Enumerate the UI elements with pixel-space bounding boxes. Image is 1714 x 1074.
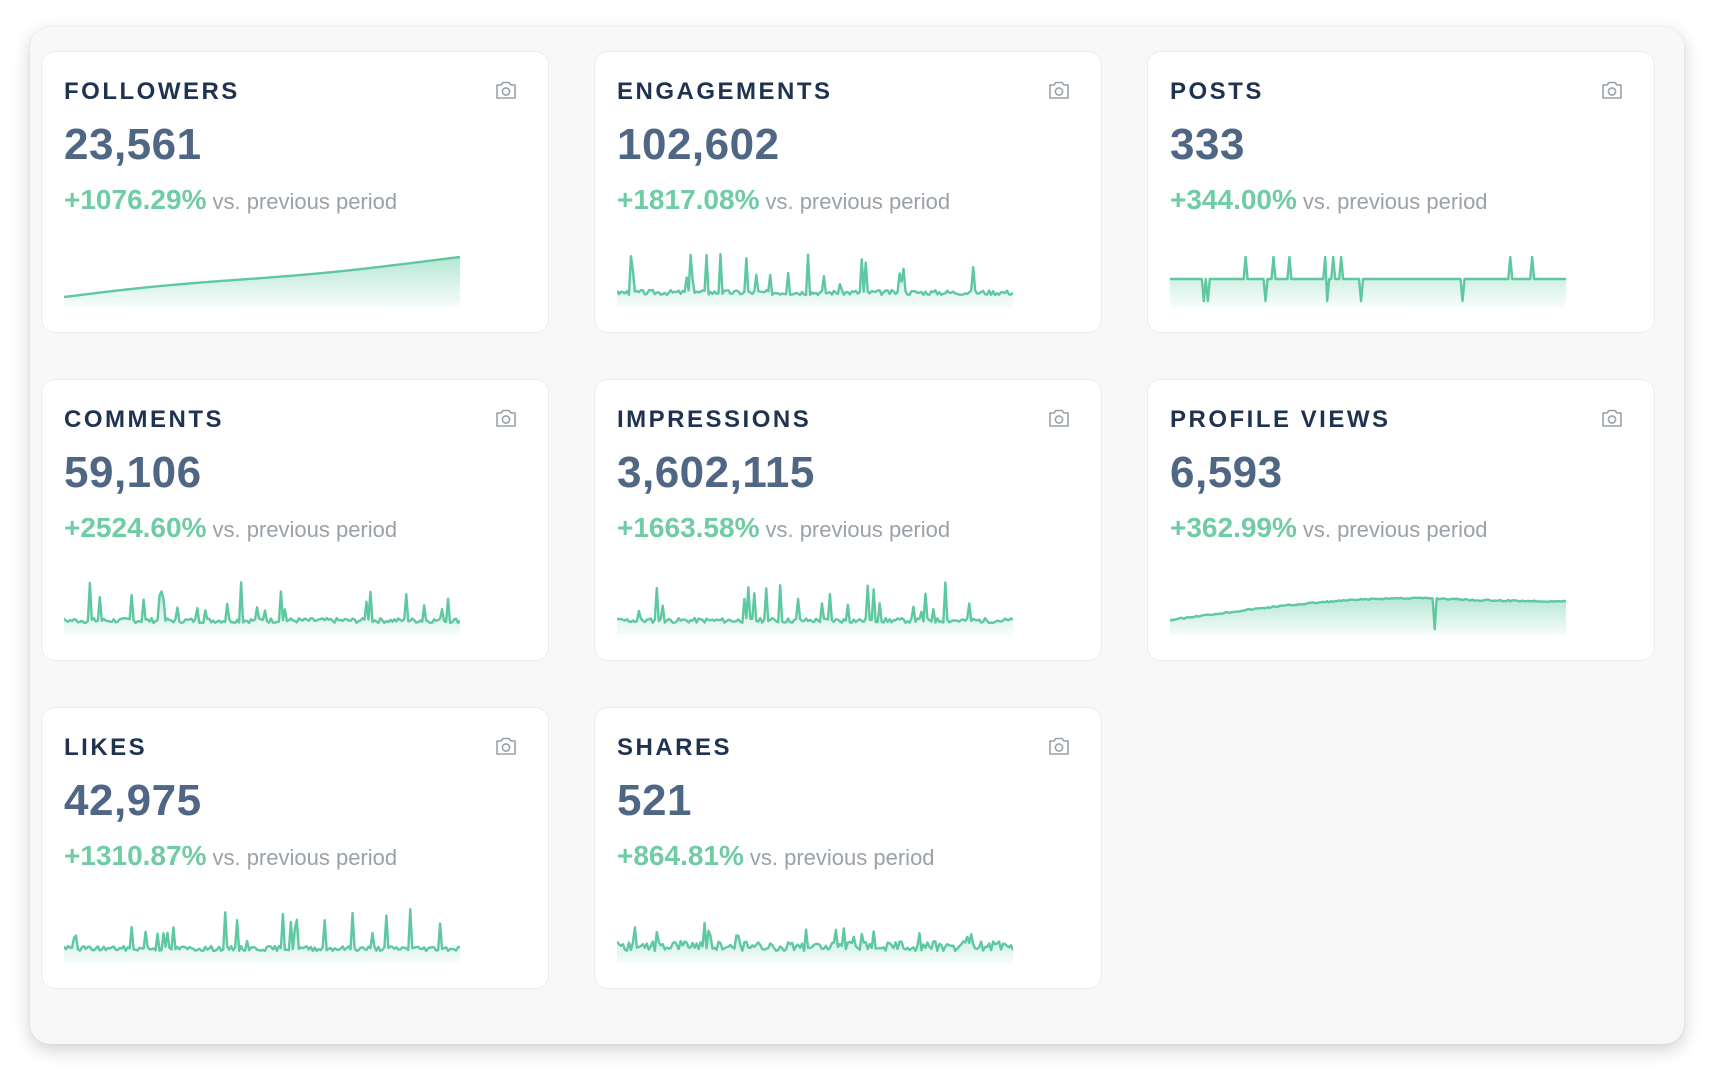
card-title: LIKES (64, 734, 148, 761)
card-change: +2524.60% vs. previous period (64, 512, 397, 544)
camera-icon[interactable] (1600, 80, 1624, 100)
sparkline-chart (1170, 255, 1566, 307)
dashboard-panel: FOLLOWERS 23,561 +1076.29% vs. previous p… (30, 27, 1684, 1044)
sparkline-chart (617, 253, 1013, 307)
change-percent: +1076.29% (64, 184, 207, 215)
change-label: vs. previous period (1302, 517, 1488, 542)
card-change: +864.81% vs. previous period (617, 840, 935, 872)
card-value: 6,593 (1170, 448, 1283, 497)
card-value: 102,602 (617, 120, 780, 169)
metric-card-profile-views: PROFILE VIEWS 6,593 +362.99% vs. previous… (1147, 379, 1655, 661)
card-change: +1663.58% vs. previous period (617, 512, 950, 544)
card-value: 59,106 (64, 448, 202, 497)
card-change: +1817.08% vs. previous period (617, 184, 950, 216)
metric-card-impressions: IMPRESSIONS 3,602,115 +1663.58% vs. previ… (594, 379, 1102, 661)
sparkline-line (64, 908, 460, 953)
sparkline-line (1170, 596, 1566, 631)
metric-card-shares: SHARES 521 +864.81% vs. previous period (594, 707, 1102, 989)
sparkline-area (617, 923, 1013, 963)
camera-icon[interactable] (1600, 408, 1624, 428)
card-title: COMMENTS (64, 406, 224, 433)
card-title: POSTS (1170, 78, 1264, 105)
card-value: 23,561 (64, 120, 202, 169)
metric-card-engagements: ENGAGEMENTS 102,602 +1817.08% vs. previou… (594, 51, 1102, 333)
camera-icon[interactable] (494, 80, 518, 100)
sparkline-line (617, 921, 1013, 953)
change-percent: +864.81% (617, 840, 744, 871)
change-label: vs. previous period (212, 845, 398, 870)
change-percent: +362.99% (1170, 512, 1297, 543)
card-change: +344.00% vs. previous period (1170, 184, 1488, 216)
card-title: PROFILE VIEWS (1170, 406, 1391, 433)
change-label: vs. previous period (212, 517, 398, 542)
sparkline-line (617, 581, 1013, 625)
metric-card-comments: COMMENTS 59,106 +2524.60% vs. previous pe… (41, 379, 549, 661)
metric-card-followers: FOLLOWERS 23,561 +1076.29% vs. previous p… (41, 51, 549, 333)
change-percent: +344.00% (1170, 184, 1297, 215)
card-change: +362.99% vs. previous period (1170, 512, 1488, 544)
camera-icon[interactable] (1047, 736, 1071, 756)
change-percent: +1310.87% (64, 840, 207, 871)
sparkline-line (1170, 255, 1566, 303)
camera-icon[interactable] (494, 408, 518, 428)
sparkline-area (64, 582, 460, 635)
card-change: +1076.29% vs. previous period (64, 184, 397, 216)
sparkline-area (617, 582, 1013, 635)
sparkline-area (1170, 597, 1566, 635)
metric-card-likes: LIKES 42,975 +1310.87% vs. previous perio… (41, 707, 549, 989)
sparkline-line (617, 253, 1013, 297)
sparkline-chart (617, 921, 1013, 963)
sparkline-line (64, 255, 460, 299)
sparkline-chart (64, 908, 460, 963)
card-value: 42,975 (64, 776, 202, 825)
sparkline-area (1170, 257, 1566, 307)
sparkline-chart (64, 255, 460, 307)
card-title: FOLLOWERS (64, 78, 240, 105)
card-title: ENGAGEMENTS (617, 78, 833, 105)
change-label: vs. previous period (765, 189, 951, 214)
sparkline-area (64, 909, 460, 963)
change-label: vs. previous period (1302, 189, 1488, 214)
change-percent: +1817.08% (617, 184, 760, 215)
card-value: 333 (1170, 120, 1245, 169)
change-label: vs. previous period (749, 845, 935, 870)
card-change: +1310.87% vs. previous period (64, 840, 397, 872)
change-label: vs. previous period (212, 189, 398, 214)
sparkline-chart (64, 581, 460, 635)
change-label: vs. previous period (765, 517, 951, 542)
camera-icon[interactable] (1047, 408, 1071, 428)
sparkline-chart (617, 581, 1013, 635)
change-percent: +1663.58% (617, 512, 760, 543)
change-percent: +2524.60% (64, 512, 207, 543)
camera-icon[interactable] (1047, 80, 1071, 100)
card-value: 3,602,115 (617, 448, 815, 497)
card-value: 521 (617, 776, 692, 825)
sparkline-chart (1170, 596, 1566, 635)
sparkline-area (617, 254, 1013, 307)
sparkline-line (64, 581, 460, 625)
card-title: IMPRESSIONS (617, 406, 812, 433)
metric-card-posts: POSTS 333 +344.00% vs. previous period (1147, 51, 1655, 333)
camera-icon[interactable] (494, 736, 518, 756)
card-title: SHARES (617, 734, 733, 761)
